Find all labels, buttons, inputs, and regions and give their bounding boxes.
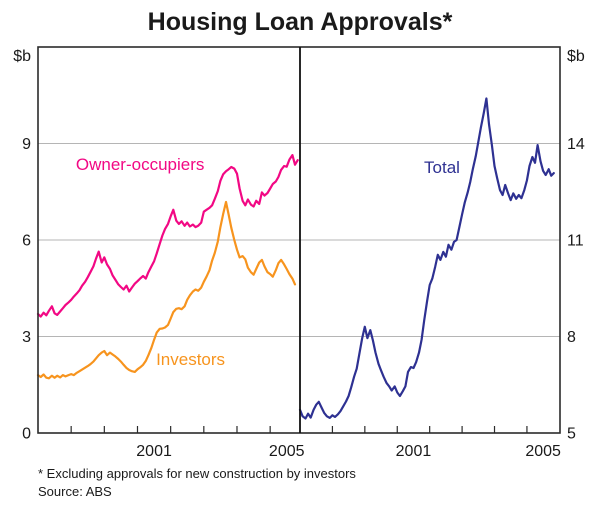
x-axis-label-left-2001: 2001 (136, 443, 172, 460)
owner-occupiers-line (36, 154, 299, 318)
y-axis-label-left-6: 6 (22, 233, 31, 250)
x-axis-label-left-2005: 2005 (269, 443, 305, 460)
y-axis-label-left-0: 0 (22, 426, 31, 443)
investors-line (36, 200, 297, 380)
y-axis-label-right-8: 8 (567, 329, 576, 346)
y-axis-label-right-11: 11 (567, 233, 584, 250)
owner-occupiers-label: Owner-occupiers (76, 155, 205, 174)
y-axis-label-left-3: 3 (22, 329, 31, 346)
axis-unit-label-left: $b (13, 48, 31, 65)
source-text: Source: ABS (38, 484, 112, 499)
y-axis-label-left-9: 9 (22, 136, 31, 153)
plot-frame (37, 46, 561, 434)
footnote-text: * Excluding approvals for new constructi… (38, 466, 356, 481)
axis-unit-label-right: $b (567, 48, 585, 65)
total-line (298, 97, 555, 420)
x-axis-label-right-2005: 2005 (525, 443, 561, 460)
chart-title: Housing Loan Approvals* (147, 8, 453, 36)
x-axis-label-right-2001: 2001 (396, 443, 432, 460)
y-axis-label-right-14: 14 (567, 136, 585, 153)
total-label: Total (424, 158, 460, 177)
y-axis-label-right-5: 5 (567, 426, 576, 443)
investors-label: Investors (156, 350, 225, 369)
